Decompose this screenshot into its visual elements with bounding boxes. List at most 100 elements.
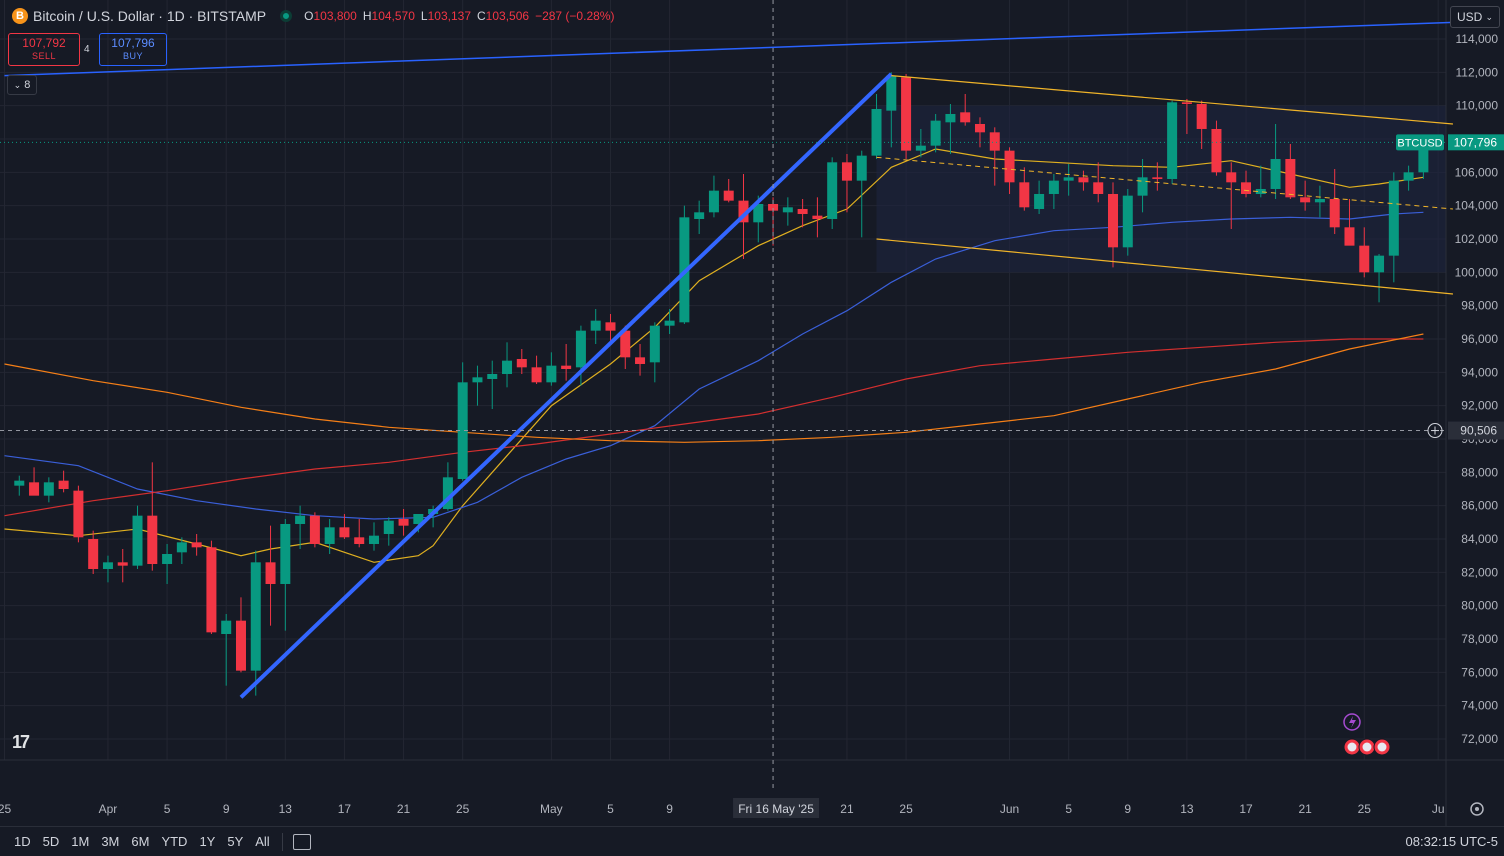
candle-body[interactable] xyxy=(1211,128,1222,173)
candle-body[interactable] xyxy=(546,365,557,383)
candle-body[interactable] xyxy=(29,482,40,496)
range-3m[interactable]: 3M xyxy=(101,834,120,849)
candle-body[interactable] xyxy=(369,535,379,544)
candle-body[interactable] xyxy=(590,320,601,331)
candle-body[interactable] xyxy=(162,553,173,564)
candle-body[interactable] xyxy=(398,518,409,526)
candle-body[interactable] xyxy=(265,562,276,584)
candle-body[interactable] xyxy=(206,547,217,633)
candle-body[interactable] xyxy=(945,113,956,123)
range-1d[interactable]: 1D xyxy=(14,834,31,849)
candle-body[interactable] xyxy=(1344,227,1355,246)
candle-body[interactable] xyxy=(235,620,246,671)
trendline[interactable] xyxy=(891,75,1453,125)
candle-body[interactable] xyxy=(768,203,779,211)
market-status-icon[interactable] xyxy=(280,10,293,22)
candle-body[interactable] xyxy=(620,330,631,358)
candle-body[interactable] xyxy=(886,75,897,111)
candle-body[interactable] xyxy=(664,320,675,326)
candle-body[interactable] xyxy=(797,208,808,214)
range-1y[interactable]: 1Y xyxy=(199,834,216,849)
range-ytd[interactable]: YTD xyxy=(161,834,188,849)
price-chart[interactable]: 72,000 74,000 76,000 78,000 80,000 82,000 84,0… xyxy=(0,0,1504,826)
candle-body[interactable] xyxy=(383,520,394,534)
candle-body[interactable] xyxy=(102,562,113,569)
candle-body[interactable] xyxy=(1167,102,1178,179)
candle-body[interactable] xyxy=(354,537,365,544)
candle-body[interactable] xyxy=(901,77,912,151)
candle-body[interactable] xyxy=(561,365,572,369)
trendline[interactable] xyxy=(4,21,1453,77)
candle-body[interactable] xyxy=(221,620,232,634)
candle-body[interactable] xyxy=(117,562,128,566)
candle-body[interactable] xyxy=(1403,172,1414,181)
range-1m[interactable]: 1M xyxy=(71,834,90,849)
gear-icon[interactable] xyxy=(1470,802,1484,816)
candle-body[interactable] xyxy=(1300,197,1311,203)
currency-select[interactable]: USD ⌄ xyxy=(1450,6,1500,28)
candle-body[interactable] xyxy=(974,123,985,133)
candle-body[interactable] xyxy=(295,515,306,524)
candle-body[interactable] xyxy=(1108,193,1118,248)
candle-body[interactable] xyxy=(930,120,941,146)
symbol-title[interactable]: Bitcoin / U.S. Dollar · 1D · BITSTAMP xyxy=(33,8,267,24)
candle-body[interactable] xyxy=(442,477,453,509)
candle-body[interactable] xyxy=(58,480,69,489)
candle-body[interactable] xyxy=(1329,198,1340,228)
candle-body[interactable] xyxy=(531,367,542,383)
candle-body[interactable] xyxy=(73,490,84,538)
candle-body[interactable] xyxy=(856,155,867,181)
candle-body[interactable] xyxy=(339,527,350,538)
clock-readout[interactable]: 08:32:15 UTC-5 xyxy=(1405,834,1499,849)
candle-body[interactable] xyxy=(516,358,527,368)
candle-body[interactable] xyxy=(1048,180,1059,194)
candle-body[interactable] xyxy=(191,542,202,548)
candle-body[interactable] xyxy=(1152,177,1163,179)
candle-body[interactable] xyxy=(694,212,705,219)
trendline[interactable] xyxy=(876,156,1453,210)
candle-body[interactable] xyxy=(1181,102,1192,104)
candle-body[interactable] xyxy=(324,527,335,544)
range-5d[interactable]: 5D xyxy=(42,834,60,849)
candle-body[interactable] xyxy=(43,482,54,496)
range-5y[interactable]: 5Y xyxy=(227,834,244,849)
candle-body[interactable] xyxy=(502,360,513,374)
trendline[interactable] xyxy=(239,72,893,699)
candle-body[interactable] xyxy=(1034,193,1045,209)
candle-body[interactable] xyxy=(1019,182,1030,208)
candle-body[interactable] xyxy=(176,542,187,553)
candle-body[interactable] xyxy=(309,515,320,544)
candle-body[interactable] xyxy=(1063,177,1074,181)
candle-body[interactable] xyxy=(1004,150,1015,183)
candle-body[interactable] xyxy=(1270,158,1281,189)
lightning-icon[interactable] xyxy=(1343,713,1361,731)
trendline[interactable] xyxy=(876,238,1453,295)
candle-body[interactable] xyxy=(472,377,483,383)
sell-button[interactable]: 107,792 SELL xyxy=(8,33,80,66)
candle-body[interactable] xyxy=(827,162,838,219)
candle-body[interactable] xyxy=(841,162,852,181)
candle-body[interactable] xyxy=(649,325,660,363)
candle-body[interactable] xyxy=(88,538,99,569)
candle-body[interactable] xyxy=(753,203,764,223)
candle-body[interactable] xyxy=(575,330,586,368)
candle-body[interactable] xyxy=(1093,182,1104,194)
candle-body[interactable] xyxy=(457,382,468,479)
candle-body[interactable] xyxy=(1078,177,1089,183)
candle-body[interactable] xyxy=(708,190,719,213)
candle-body[interactable] xyxy=(782,207,793,213)
candle-body[interactable] xyxy=(605,322,616,331)
candle-body[interactable] xyxy=(635,357,646,364)
candle-body[interactable] xyxy=(14,480,25,486)
candle-body[interactable] xyxy=(1196,103,1207,129)
candle-body[interactable] xyxy=(960,112,971,123)
candle-body[interactable] xyxy=(989,132,1000,151)
candle-body[interactable] xyxy=(1388,180,1399,256)
range-6m[interactable]: 6M xyxy=(131,834,150,849)
candle-body[interactable] xyxy=(723,190,734,201)
buy-button[interactable]: 107,796 BUY xyxy=(99,33,167,66)
candle-body[interactable] xyxy=(1418,142,1429,173)
candle-body[interactable] xyxy=(1241,182,1252,194)
add-alert-icon[interactable] xyxy=(1427,423,1443,439)
candle-body[interactable] xyxy=(280,523,291,584)
